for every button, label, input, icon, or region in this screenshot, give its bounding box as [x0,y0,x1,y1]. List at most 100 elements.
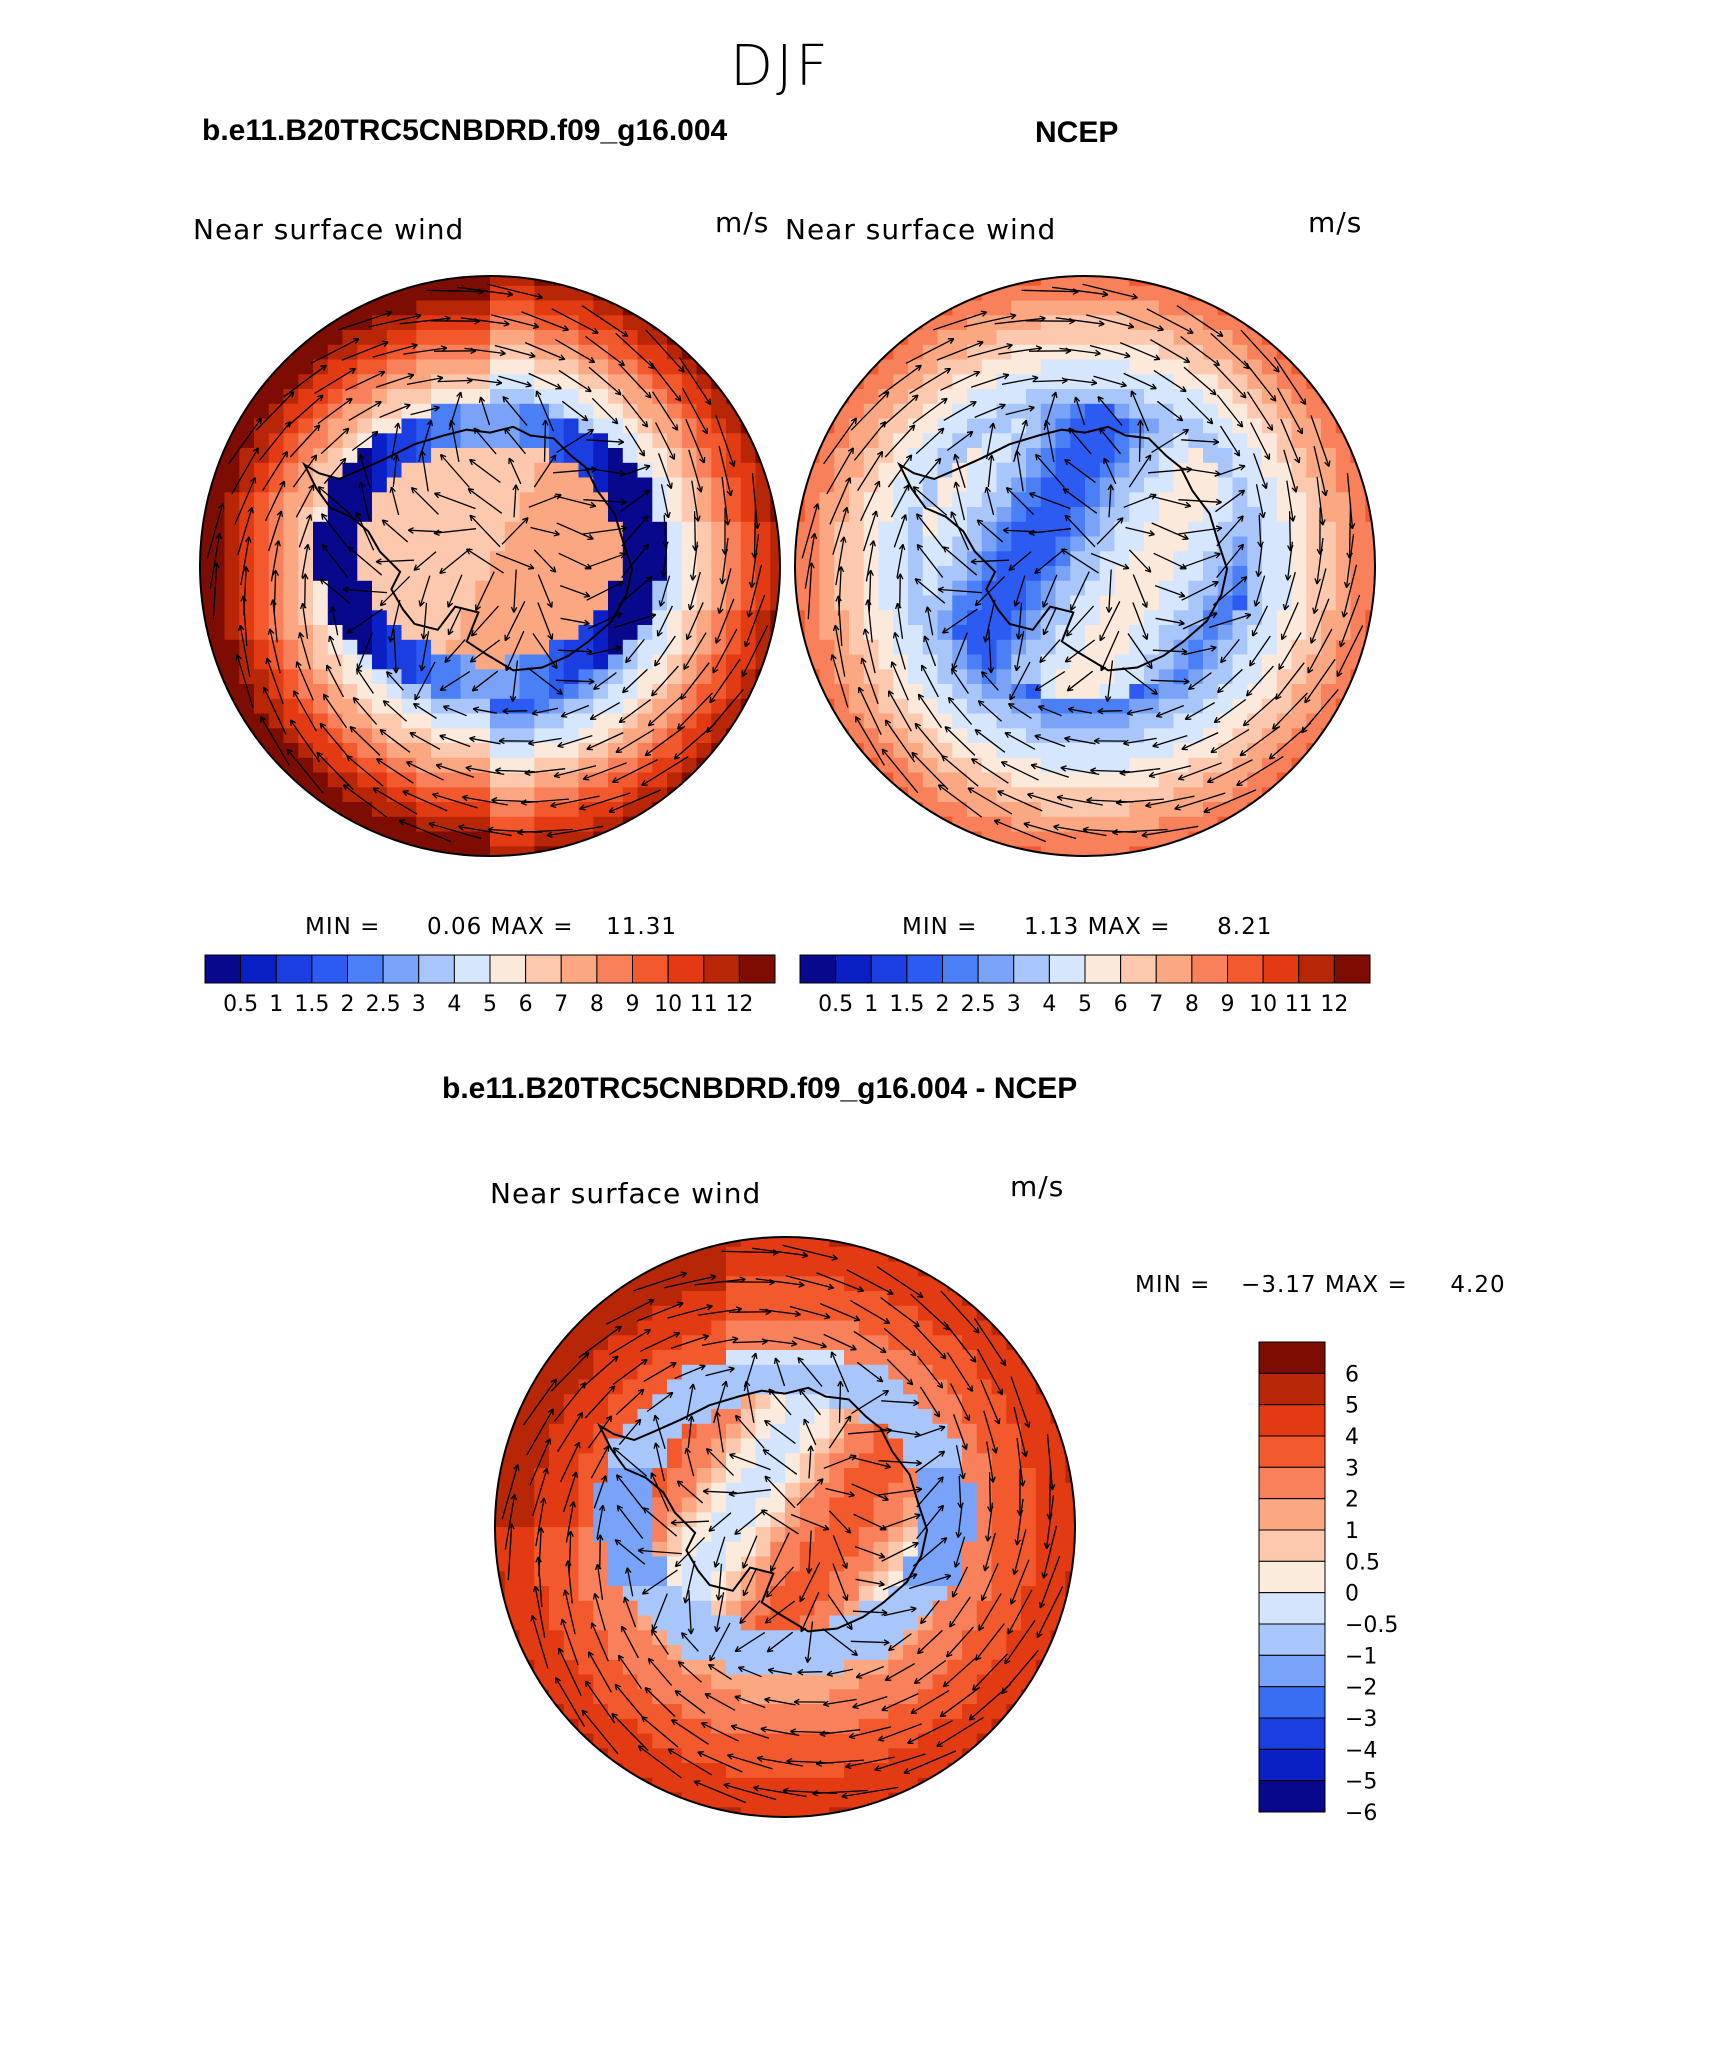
panel-1-cell [416,728,432,744]
panel-1-cell [637,654,653,670]
panel-3-cell [873,1512,889,1528]
panel-2-cell [1011,684,1027,700]
panel-2-cell [1203,477,1219,493]
panel-3-cell [667,1335,683,1351]
panel-2-cell [795,551,806,567]
panel-2-cell [1188,625,1204,641]
panel-3-wind-arrow [584,1680,616,1724]
panel-2-wind-arrow [1275,662,1305,700]
panel-3-cell [814,1527,830,1543]
panel-1-wind-arrow [265,657,284,705]
panel-1-cell [254,403,270,420]
panel-2-cell [1203,787,1219,803]
panel-3-cell [667,1674,683,1690]
panel-2-cell [1055,684,1071,700]
panel-2-cell [1011,713,1027,729]
panel-1-cell [726,698,742,715]
panel-2-cell [1232,477,1248,493]
panel-2-cell [1173,433,1189,449]
panel-2-cell [1335,669,1352,685]
panel-2-cell [996,462,1012,479]
panel-3-cell [814,1423,830,1440]
panel-2-cell [1232,669,1248,685]
panel-3-cell [962,1586,978,1602]
panel-1-wind-arrow [419,631,430,672]
panel-3-wind-arrow [760,1509,799,1535]
panel-1-cell [431,639,447,656]
panel-2-cell [1173,389,1189,405]
panel-3-wind-arrow [640,1331,681,1352]
panel-1-wind-arrow [625,638,645,664]
panel-3-cell [726,1379,742,1395]
panel-3-colorbar-tick-label: −1 [1345,1644,1377,1669]
panel-2-cell [981,551,998,567]
panel-1-cell [563,507,580,523]
panel-2-cell [878,403,894,420]
panel-2-cell [1026,580,1042,597]
panel-3-cell [563,1423,580,1440]
panel-3-cell [608,1379,624,1395]
panel-2-wind-arrow [1052,286,1109,298]
panel-1-cell [460,403,476,420]
panel-2-wind-arrow [1239,725,1281,757]
panel-1-wind-arrow [292,454,318,488]
panel-2-cell [849,728,865,744]
panel-1-cell [342,772,358,788]
panel-2-cell [849,610,865,626]
panel-3-cell [770,1468,786,1484]
panel-2-cell [1070,477,1086,493]
panel-2-colorbar-box [1227,954,1264,984]
panel-3-cell [726,1350,742,1366]
panel-1-cell [401,551,417,567]
panel-1-wind-arrow [550,795,600,809]
panel-2-wind-arrow [912,486,948,516]
panel-2-cell [849,389,865,405]
panel-2-cell [1129,595,1145,611]
panel-3-cell [976,1630,993,1646]
panel-2-cell [795,595,806,611]
panel-2-cell [1085,285,1101,302]
panel-2-wind-arrow [1086,314,1135,330]
panel-3-cell [519,1409,535,1425]
panel-1-cell [372,359,388,375]
panel-3-cell [888,1409,904,1425]
panel-1-cell [224,625,240,641]
panel-1-wind-arrow [299,602,309,639]
panel-1-cell [711,713,727,729]
panel-2-cell [908,625,924,641]
panel-2-cell [996,787,1012,803]
panel-3-cell [799,1807,816,1817]
panel-1-cell [726,418,742,434]
panel-3-cell [844,1497,860,1513]
panel-3-cell [755,1350,771,1366]
panel-3-wind-arrow [980,1563,999,1602]
panel-1-cell [519,713,535,729]
panel-3-cell [667,1777,683,1794]
panel-1-cell [637,625,653,641]
panel-1-cell [460,536,476,552]
panel-3-cell [814,1320,830,1336]
panel-3-cell [814,1630,830,1646]
panel-3-cell [858,1350,875,1366]
panel-1-case-title: b.e11.B20TRC5CNBDRD.f09_g16.004 [202,114,728,147]
panel-2-wind-arrow [1181,438,1220,446]
panel-3-wind-arrow [743,1380,755,1424]
panel-3-cell [991,1364,1007,1381]
figure-title: DJF [730,34,831,99]
panel-3-cell [563,1541,580,1558]
panel-1-cell [416,669,432,685]
panel-1-cell [578,359,594,375]
panel-1-cell [475,448,491,464]
panel-2-cell [1217,772,1234,788]
panel-2-cell [1203,580,1219,597]
panel-1-cell [681,610,698,626]
panel-2-cell [967,757,983,774]
panel-3-cell [888,1586,904,1602]
panel-1-cell [711,610,727,626]
panel-2-colorbar-tick-label: 0.5 [818,992,853,1017]
panel-3-cell [888,1364,904,1381]
panel-1-cell [342,684,358,700]
panel-1-wind-arrow [678,357,712,406]
panel-3-cell [740,1630,757,1646]
panel-1-wind-arrow [428,821,482,840]
